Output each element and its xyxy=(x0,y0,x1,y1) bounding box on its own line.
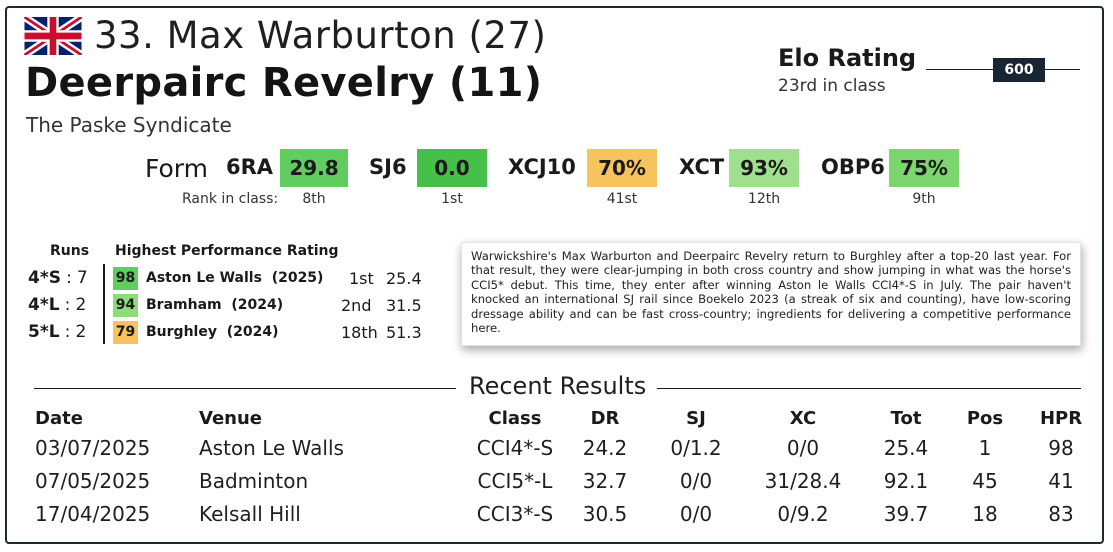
form-code-6ra: 6RA xyxy=(226,155,274,179)
runs-row: 5*L : 2 xyxy=(28,322,87,342)
cell-sj: 0/1.2 xyxy=(670,436,722,460)
horse-title: Deerpairc Revelry (11) xyxy=(25,60,543,106)
cell-tot: 39.7 xyxy=(883,502,929,526)
hpr-score: 25.4 xyxy=(386,269,422,288)
hpr-header: Highest Performance Rating xyxy=(115,243,339,259)
col-header-tot: Tot xyxy=(890,408,922,429)
cell-date: 03/07/2025 xyxy=(35,436,151,460)
runs-row: 4*L : 2 xyxy=(28,295,87,315)
hpr-event: Burghley (2024) xyxy=(146,324,279,340)
runs-header: Runs xyxy=(50,243,90,259)
form-rank-xcj10: 41st xyxy=(606,191,638,207)
cell-venue: Badminton xyxy=(199,469,309,493)
form-code-xcj10: XCJ10 xyxy=(508,155,576,179)
runs-row: 4*S : 7 xyxy=(28,268,88,288)
col-header-dr: DR xyxy=(590,408,620,429)
hpr-position: 1st xyxy=(349,269,374,288)
form-rank-obp6: 9th xyxy=(912,191,936,207)
hpr-badge: 98 xyxy=(113,267,138,290)
section-rule-left xyxy=(34,388,456,389)
form-rank-sj6: 1st xyxy=(441,191,463,207)
hpr-position: 2nd xyxy=(341,296,372,315)
elo-value-badge: 600 xyxy=(993,58,1045,82)
cell-date: 17/04/2025 xyxy=(35,502,151,526)
form-rank-6ra: 8th xyxy=(302,191,326,207)
cell-sj: 0/0 xyxy=(679,469,713,493)
rider-title: 33. Max Warburton (27) xyxy=(94,14,547,57)
col-header-class: Class xyxy=(488,408,542,429)
cell-xc: 31/28.4 xyxy=(764,469,842,493)
form-value-obp6: 75% xyxy=(889,149,959,187)
form-label: Form xyxy=(145,154,208,183)
hpr-badge: 79 xyxy=(113,321,138,344)
col-header-xc: XC xyxy=(789,408,817,429)
cell-pos: 18 xyxy=(972,502,998,526)
cell-sj: 0/0 xyxy=(679,502,713,526)
preview-blurb: Warwickshire's Max Warburton and Deerpai… xyxy=(461,242,1081,346)
hpr-event: Bramham (2024) xyxy=(146,297,284,313)
cell-class: CCI4*-S xyxy=(476,436,554,460)
owner-name: The Paske Syndicate xyxy=(26,113,232,137)
section-rule-right xyxy=(657,388,1081,389)
hpr-event: Aston Le Walls (2025) xyxy=(146,270,324,286)
uk-flag-icon xyxy=(22,13,84,59)
cell-tot: 92.1 xyxy=(883,469,929,493)
cell-tot: 25.4 xyxy=(883,436,929,460)
rank-in-class-label: Rank in class: xyxy=(182,191,279,207)
elo-rank: 23rd in class xyxy=(778,76,886,96)
cell-hpr: 98 xyxy=(1048,436,1074,460)
col-header-pos: Pos xyxy=(966,408,1004,429)
col-header-sj: SJ xyxy=(686,408,706,429)
cell-xc: 0/9.2 xyxy=(777,502,829,526)
col-header-date: Date xyxy=(35,408,83,429)
runs-divider xyxy=(103,264,105,344)
cell-pos: 45 xyxy=(972,469,998,493)
cell-class: CCI3*-S xyxy=(476,502,554,526)
cell-venue: Aston Le Walls xyxy=(199,436,344,460)
col-header-venue: Venue xyxy=(199,408,262,429)
cell-dr: 24.2 xyxy=(582,436,628,460)
hpr-score: 31.5 xyxy=(386,296,422,315)
cell-class: CCI5*-L xyxy=(477,469,553,493)
hpr-position: 18th xyxy=(341,323,378,342)
cell-hpr: 41 xyxy=(1048,469,1074,493)
elo-title: Elo Rating xyxy=(778,44,917,72)
form-value-sj6: 0.0 xyxy=(417,149,487,187)
form-rank-xct: 12th xyxy=(747,191,781,207)
hpr-score: 51.3 xyxy=(386,323,422,342)
cell-dr: 30.5 xyxy=(582,502,628,526)
form-code-sj6: SJ6 xyxy=(369,155,407,179)
cell-dr: 32.7 xyxy=(582,469,628,493)
recent-results-title: Recent Results xyxy=(469,372,647,400)
hpr-badge: 94 xyxy=(113,294,138,317)
form-value-xcj10: 70% xyxy=(587,149,657,187)
cell-xc: 0/0 xyxy=(786,436,820,460)
form-value-xct: 93% xyxy=(729,149,799,187)
form-value-6ra: 29.8 xyxy=(280,149,348,187)
cell-date: 07/05/2025 xyxy=(35,469,151,493)
cell-pos: 1 xyxy=(978,436,992,460)
cell-venue: Kelsall Hill xyxy=(199,502,301,526)
form-code-xct: XCT xyxy=(679,155,725,179)
cell-hpr: 83 xyxy=(1048,502,1074,526)
form-code-obp6: OBP6 xyxy=(821,155,885,179)
col-header-hpr: HPR xyxy=(1039,408,1083,429)
